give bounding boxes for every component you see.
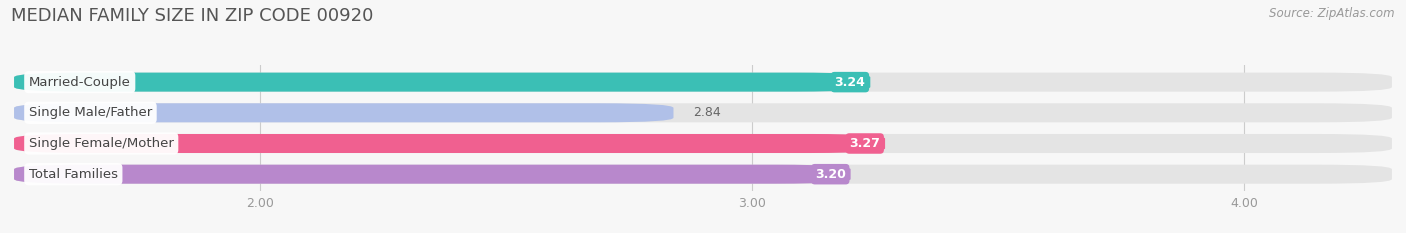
Text: 2.84: 2.84	[693, 106, 721, 119]
Text: Single Female/Mother: Single Female/Mother	[28, 137, 174, 150]
Text: Total Families: Total Families	[28, 168, 118, 181]
FancyBboxPatch shape	[14, 103, 1392, 122]
Text: Married-Couple: Married-Couple	[28, 76, 131, 89]
FancyBboxPatch shape	[14, 73, 1392, 92]
Text: 3.27: 3.27	[849, 137, 880, 150]
FancyBboxPatch shape	[14, 73, 870, 92]
FancyBboxPatch shape	[14, 134, 886, 153]
FancyBboxPatch shape	[14, 134, 1392, 153]
Text: 3.20: 3.20	[815, 168, 846, 181]
Text: MEDIAN FAMILY SIZE IN ZIP CODE 00920: MEDIAN FAMILY SIZE IN ZIP CODE 00920	[11, 7, 374, 25]
FancyBboxPatch shape	[14, 165, 1392, 184]
FancyBboxPatch shape	[14, 165, 851, 184]
Text: 3.24: 3.24	[835, 76, 866, 89]
FancyBboxPatch shape	[14, 103, 673, 122]
Text: Single Male/Father: Single Male/Father	[28, 106, 152, 119]
Text: Source: ZipAtlas.com: Source: ZipAtlas.com	[1270, 7, 1395, 20]
